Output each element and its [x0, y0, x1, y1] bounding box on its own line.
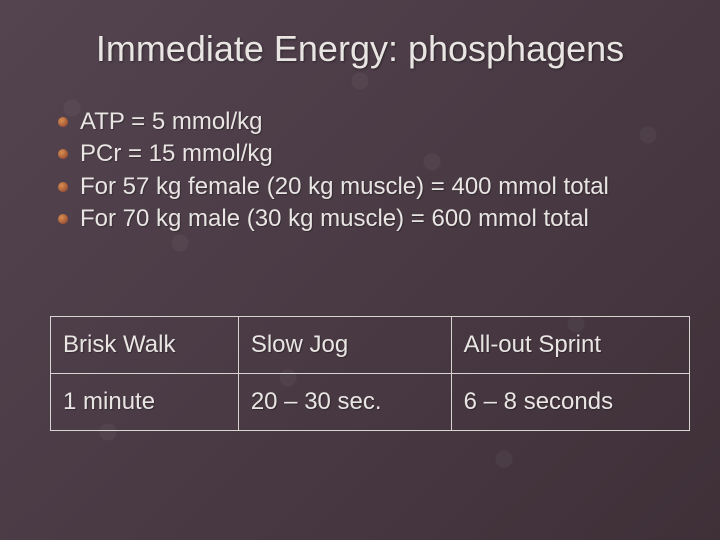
bullet-text: For 70 kg male (30 kg muscle) = 600 mmol… [80, 203, 589, 235]
bullet-list: ATP = 5 mmol/kg PCr = 15 mmol/kg For 57 … [58, 106, 680, 236]
table-cell: 20 – 30 sec. [238, 373, 451, 430]
activity-table: Brisk Walk Slow Jog All-out Sprint 1 min… [50, 316, 690, 431]
list-item: PCr = 15 mmol/kg [58, 138, 680, 170]
bullet-icon [58, 182, 68, 192]
table-row: Brisk Walk Slow Jog All-out Sprint [51, 316, 690, 373]
bullet-icon [58, 117, 68, 127]
slide: Immediate Energy: phosphagens ATP = 5 mm… [0, 0, 720, 471]
table-cell: Brisk Walk [51, 316, 239, 373]
list-item: ATP = 5 mmol/kg [58, 106, 680, 138]
bullet-icon [58, 214, 68, 224]
table-row: 1 minute 20 – 30 sec. 6 – 8 seconds [51, 373, 690, 430]
bullet-text: For 57 kg female (20 kg muscle) = 400 mm… [80, 171, 609, 203]
table-cell: 1 minute [51, 373, 239, 430]
list-item: For 57 kg female (20 kg muscle) = 400 mm… [58, 171, 680, 203]
list-item: For 70 kg male (30 kg muscle) = 600 mmol… [58, 203, 680, 235]
slide-title: Immediate Energy: phosphagens [40, 28, 680, 70]
bullet-text: ATP = 5 mmol/kg [80, 106, 263, 138]
table-cell: Slow Jog [238, 316, 451, 373]
bullet-text: PCr = 15 mmol/kg [80, 138, 273, 170]
table-cell: 6 – 8 seconds [451, 373, 689, 430]
bullet-icon [58, 149, 68, 159]
table-cell: All-out Sprint [451, 316, 689, 373]
